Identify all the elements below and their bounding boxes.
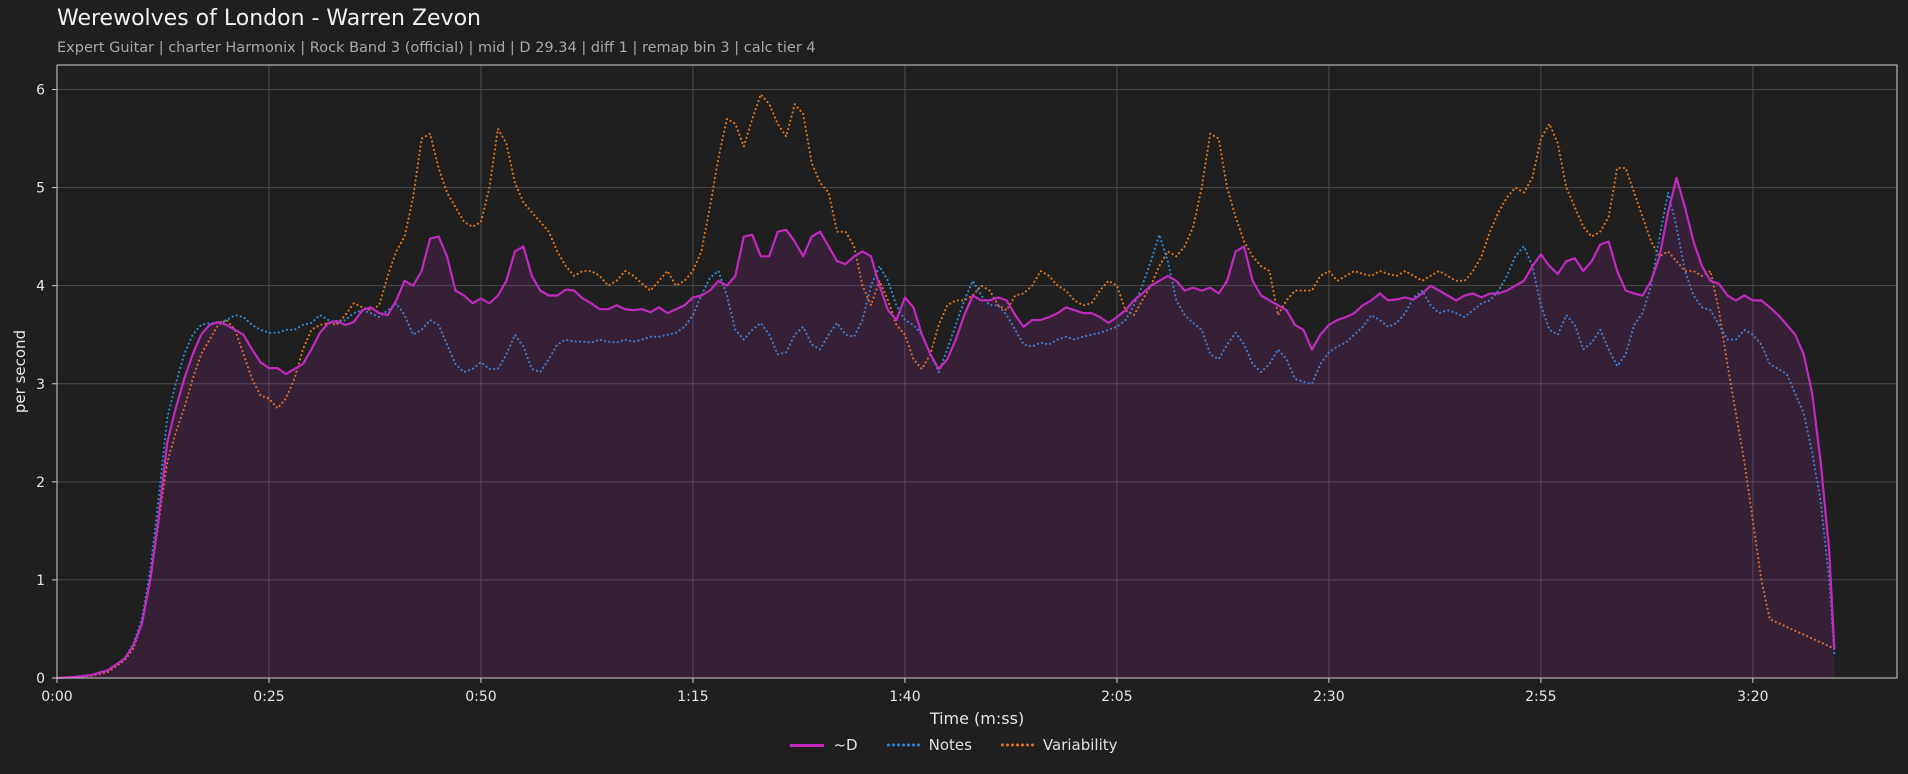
legend-swatch — [999, 743, 1034, 747]
series-area-d — [57, 177, 1835, 679]
axis-ticks: 0:00 0:25 0:50 1:15 1:40 2:05 2:30 2:55 3:20 0 1 2 3… — [36, 83, 1769, 705]
y-tick-label: 5 — [36, 181, 45, 197]
legend-label: Notes — [928, 736, 972, 754]
x-tick-label: 1:40 — [889, 689, 920, 705]
x-tick-label: 0:50 — [465, 689, 496, 705]
y-tick-label: 1 — [36, 573, 45, 589]
x-tick-label: 0:00 — [41, 689, 72, 705]
legend-swatch — [885, 743, 920, 747]
chart-title: Werewolves of London - Warren Zevon — [57, 6, 481, 31]
y-tick-label: 0 — [36, 671, 45, 687]
legend-swatch — [790, 743, 825, 747]
y-tick-label: 4 — [36, 279, 45, 295]
legend: ~D Notes Variability — [0, 736, 1908, 754]
x-axis-label: Time (m:ss) — [929, 709, 1024, 728]
x-tick-label: 2:05 — [1101, 689, 1132, 705]
legend-label: ~D — [833, 736, 858, 754]
legend-label: Variability — [1042, 736, 1118, 754]
y-tick-label: 3 — [36, 377, 45, 393]
y-tick-label: 6 — [36, 83, 45, 99]
chart-subtitle: Expert Guitar | charter Harmonix | Rock … — [57, 40, 816, 56]
legend-item: ~D — [790, 736, 858, 754]
y-axis-label: per second — [11, 330, 29, 413]
series-line-d — [55, 176, 1836, 680]
series-layer — [55, 93, 1836, 680]
legend-item: Variability — [999, 736, 1118, 754]
x-tick-label: 2:30 — [1313, 689, 1344, 705]
plot-frame — [56, 64, 1898, 679]
x-tick-label: 2:55 — [1525, 689, 1556, 705]
y-tick-label: 2 — [36, 475, 45, 491]
x-tick-label: 3:20 — [1737, 689, 1768, 705]
legend-item: Notes — [885, 736, 972, 754]
x-tick-label: 1:15 — [677, 689, 708, 705]
series-line-variability — [55, 93, 1836, 680]
x-tick-label: 0:25 — [253, 689, 284, 705]
